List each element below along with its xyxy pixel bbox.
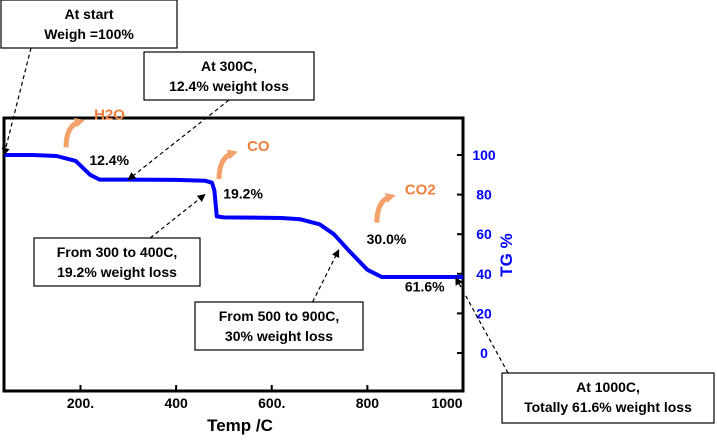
y-tick-label: 80 bbox=[476, 187, 492, 203]
callout-connector bbox=[149, 193, 206, 239]
gas-label: CO bbox=[247, 138, 270, 155]
gas-arrow bbox=[374, 193, 396, 223]
y-tick-label: 20 bbox=[476, 305, 492, 321]
callout-text: Weigh =100% bbox=[44, 26, 134, 42]
callout-box bbox=[33, 237, 201, 287]
x-tick-label: 400 bbox=[164, 395, 188, 411]
y-tick-label: 100 bbox=[472, 147, 496, 163]
gas-arrow bbox=[216, 149, 238, 180]
percent-label: 19.2% bbox=[223, 186, 263, 202]
callout-text: Totally 61.6% weight loss bbox=[524, 399, 692, 415]
x-tick-label: 600. bbox=[258, 395, 285, 411]
y-tick-label: 60 bbox=[476, 226, 492, 242]
callout-text: 30% weight loss bbox=[225, 328, 333, 344]
callout-connector bbox=[1, 47, 32, 156]
y-axis-label: TG % bbox=[497, 233, 516, 276]
callout-connector bbox=[312, 249, 340, 303]
callout-box bbox=[0, 0, 178, 49]
callout-text: At 1000C, bbox=[576, 379, 640, 395]
callout-text: 19.2% weight loss bbox=[57, 264, 177, 280]
gas-label: CO2 bbox=[405, 182, 436, 199]
callout-text: From 500 to 900C, bbox=[219, 308, 340, 324]
callout-text: 12.4% weight loss bbox=[169, 78, 289, 94]
percent-label: 12.4% bbox=[89, 152, 129, 168]
callout-box bbox=[143, 51, 315, 101]
x-axis-label: Temp /C bbox=[207, 416, 273, 435]
callout-connector bbox=[127, 99, 230, 181]
gas-arrow bbox=[63, 117, 85, 148]
x-tick-label: 800 bbox=[356, 395, 380, 411]
callout-box bbox=[194, 301, 364, 351]
callout-text: At 300C, bbox=[201, 58, 257, 74]
percent-label: 30.0% bbox=[367, 231, 407, 247]
callout-box bbox=[501, 372, 715, 424]
y-tick-label: 0 bbox=[480, 345, 488, 361]
x-tick-label: 1000 bbox=[431, 395, 462, 411]
y-tick-label: 40 bbox=[476, 266, 492, 282]
percent-label: 61.6% bbox=[405, 279, 445, 295]
tg-line bbox=[4, 153, 463, 279]
callout-text: At start bbox=[64, 6, 113, 22]
gas-label: H2O bbox=[94, 106, 125, 123]
plot-frame bbox=[2, 116, 465, 393]
callout-text: From 300 to 400C, bbox=[57, 244, 178, 260]
x-tick-label: 200. bbox=[67, 395, 94, 411]
